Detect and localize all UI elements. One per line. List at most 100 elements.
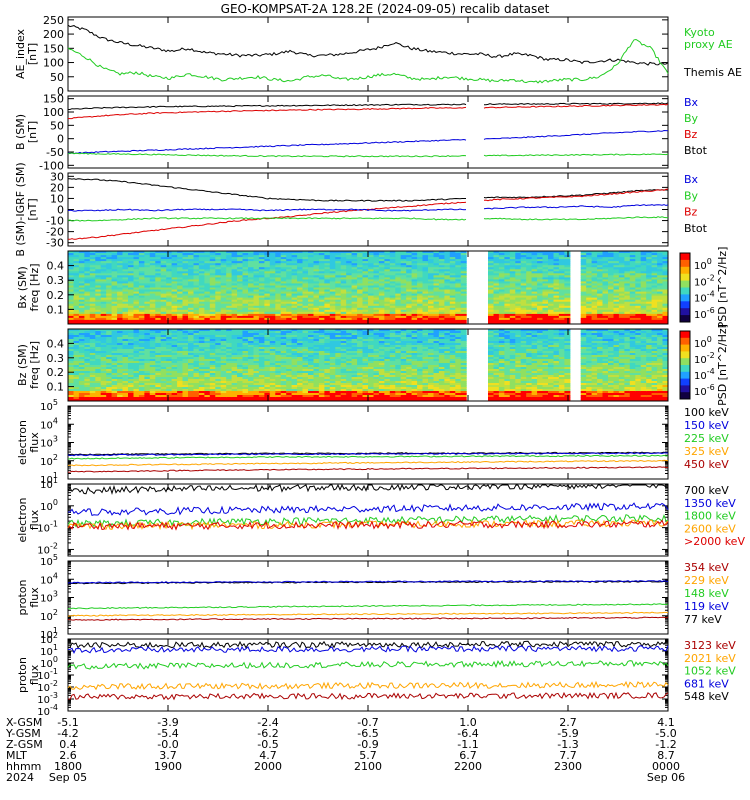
spectrogram-cell: [389, 283, 396, 286]
spectrogram-cell: [209, 251, 216, 254]
spectrogram-cell: [111, 377, 118, 380]
spectrogram-cell: [78, 275, 85, 278]
spectrogram-cell: [128, 331, 134, 334]
spectrogram-cell: [597, 299, 604, 303]
spectrogram-cell: [520, 322, 527, 325]
y-tick-label: 100: [43, 57, 64, 70]
spectrogram-cell: [629, 273, 636, 276]
spectrogram-cell: [117, 395, 124, 398]
spectrogram-cell: [117, 291, 124, 295]
spectrogram-cell: [548, 309, 554, 313]
spectrogram-cell: [171, 345, 178, 348]
spectrogram-cell: [106, 391, 113, 394]
spectrogram-cell: [138, 297, 145, 301]
spectrogram-cell: [106, 387, 113, 390]
spectrogram-cell: [160, 361, 167, 364]
spectrogram-cell: [209, 317, 216, 321]
spectrogram-cell: [515, 291, 522, 295]
spectrogram-cell: [193, 371, 200, 374]
spectrogram-cell: [564, 319, 571, 323]
spectrogram-cell: [564, 259, 571, 262]
spectrogram-cell: [231, 273, 238, 276]
spectrogram-cell: [100, 295, 107, 299]
spectrogram-cell: [624, 273, 631, 276]
spectrogram-cell: [275, 297, 282, 301]
spectrogram-cell: [78, 359, 85, 362]
spectrogram-cell: [177, 305, 184, 309]
spectrogram-cell: [106, 371, 113, 374]
spectrogram-cell: [302, 289, 309, 292]
spectrogram-cell: [433, 309, 440, 313]
spectrogram-cell: [128, 373, 134, 376]
spectrogram-cell: [204, 319, 211, 323]
spectrogram-cell: [100, 353, 107, 356]
spectrogram-cell: [389, 253, 396, 256]
spectrogram-cell: [313, 297, 320, 301]
spectrogram-cell: [198, 293, 205, 297]
spectrogram-cell: [204, 297, 211, 301]
spectrogram-cell: [351, 301, 358, 305]
spectrogram-cell: [657, 275, 664, 278]
y-tick-label: 50: [50, 71, 64, 84]
spectrogram-cell: [449, 255, 456, 258]
spectrogram-cell: [100, 287, 107, 290]
spectrogram-cell: [209, 399, 216, 402]
spectrogram-cell: [542, 291, 549, 295]
spectrogram-cell: [226, 385, 233, 388]
spectrogram-cell: [580, 267, 587, 270]
spectrogram-cell: [498, 281, 505, 284]
spectrogram-cell: [275, 299, 282, 303]
spectrogram-cell: [329, 299, 336, 303]
spectrogram-cell: [138, 293, 145, 297]
spectrogram-cell: [662, 319, 669, 323]
spectrogram-cell: [498, 315, 505, 319]
spectrogram-cell: [182, 395, 189, 398]
spectrogram-cell: [537, 293, 544, 297]
spectrogram-cell: [73, 395, 80, 398]
spectrogram-cell: [220, 343, 227, 346]
spectrogram-cell: [531, 263, 538, 266]
spectrogram-cell: [155, 399, 162, 402]
spectrogram-cell: [635, 299, 642, 303]
spectrogram-cell: [558, 287, 565, 290]
spectrogram-cell: [308, 317, 314, 321]
spectrogram-cell: [84, 311, 91, 315]
spectrogram-cell: [449, 269, 456, 272]
spectrogram-cell: [449, 293, 456, 297]
spectrogram-cell: [73, 322, 80, 325]
spectrogram-cell: [438, 305, 445, 309]
spectrogram-cell: [324, 303, 331, 307]
spectrogram-cell: [269, 253, 276, 256]
spectrogram-cell: [444, 293, 451, 297]
spectrogram-cell: [291, 319, 298, 323]
spectrogram-cell: [548, 263, 554, 266]
spectrogram-cell: [155, 311, 162, 315]
spectrogram-cell: [78, 307, 85, 311]
spectrogram-cell: [182, 357, 189, 360]
spectrogram-cell: [548, 253, 554, 256]
spectrogram-cell: [188, 373, 194, 376]
spectrogram-cell: [111, 359, 118, 362]
spectrogram-cell: [498, 279, 505, 282]
spectrogram-cell: [106, 287, 113, 290]
spectrogram-cell: [657, 281, 664, 284]
spectrogram-cell: [144, 279, 151, 282]
spectrogram-cell: [597, 255, 604, 258]
spectrogram-cell: [324, 273, 331, 276]
spectrogram-cell: [89, 381, 96, 384]
spectrogram-cell: [149, 291, 156, 295]
spectrogram-cell: [68, 341, 74, 344]
spectrogram-cell: [591, 269, 598, 272]
spectrogram-cell: [428, 301, 434, 305]
spectrogram-cell: [215, 349, 222, 352]
spectrogram-cell: [182, 349, 189, 352]
spectrogram-cell: [602, 307, 609, 311]
spectrogram-cell: [177, 277, 184, 280]
spectrogram-cell: [84, 251, 91, 254]
spectrogram-cell: [515, 277, 522, 280]
spectrogram-cell: [204, 287, 211, 290]
spectrogram-cell: [198, 363, 205, 366]
spectrogram-cell: [526, 319, 533, 323]
spectrogram-cell: [608, 257, 614, 260]
spectrogram-cell: [100, 251, 107, 254]
